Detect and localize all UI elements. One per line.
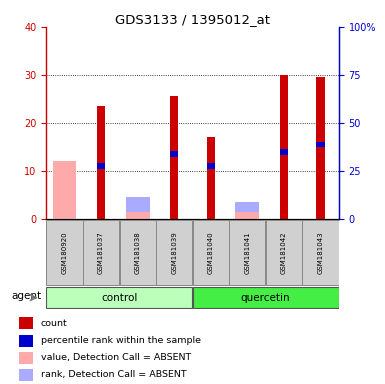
Text: GSM181039: GSM181039 [171, 231, 177, 274]
Text: quercetin: quercetin [241, 293, 290, 303]
Bar [53, 176, 76, 219]
Bar [170, 151, 178, 157]
Text: value, Detection Call = ABSENT: value, Detection Call = ABSENT [40, 353, 191, 362]
Text: GSM180920: GSM180920 [62, 231, 67, 274]
Bar [119, 220, 156, 285]
Bar [192, 220, 229, 285]
Bar [316, 142, 325, 147]
Text: control: control [101, 293, 137, 303]
Bar [126, 212, 149, 219]
Bar [156, 220, 192, 285]
Bar [229, 220, 266, 285]
Bar [302, 220, 339, 285]
Bar [19, 369, 33, 381]
Bar [280, 75, 288, 219]
Bar [53, 161, 76, 219]
Bar [46, 287, 192, 308]
Bar [207, 163, 215, 169]
Bar [97, 163, 105, 169]
Text: rank, Detection Call = ABSENT: rank, Detection Call = ABSENT [40, 371, 186, 379]
Bar [19, 335, 33, 346]
Bar [126, 197, 149, 219]
Bar [236, 202, 259, 219]
Bar [280, 149, 288, 155]
Bar [236, 212, 259, 219]
Text: agent: agent [12, 291, 42, 301]
Text: GSM181038: GSM181038 [135, 231, 141, 274]
Text: GSM181042: GSM181042 [281, 231, 287, 274]
Text: GSM181037: GSM181037 [98, 231, 104, 274]
Title: GDS3133 / 1395012_at: GDS3133 / 1395012_at [115, 13, 270, 26]
Bar [316, 77, 325, 219]
Text: percentile rank within the sample: percentile rank within the sample [40, 336, 201, 345]
Text: GSM181041: GSM181041 [244, 231, 250, 274]
Bar [192, 287, 339, 308]
Bar [266, 220, 302, 285]
Text: count: count [40, 319, 67, 328]
Text: GSM181040: GSM181040 [208, 231, 214, 274]
Bar [83, 220, 119, 285]
Bar [19, 318, 33, 329]
Bar [97, 106, 105, 219]
Bar [46, 220, 83, 285]
Text: GSM181043: GSM181043 [318, 231, 323, 274]
Bar [170, 96, 178, 219]
Bar [19, 352, 33, 364]
Bar [207, 137, 215, 219]
